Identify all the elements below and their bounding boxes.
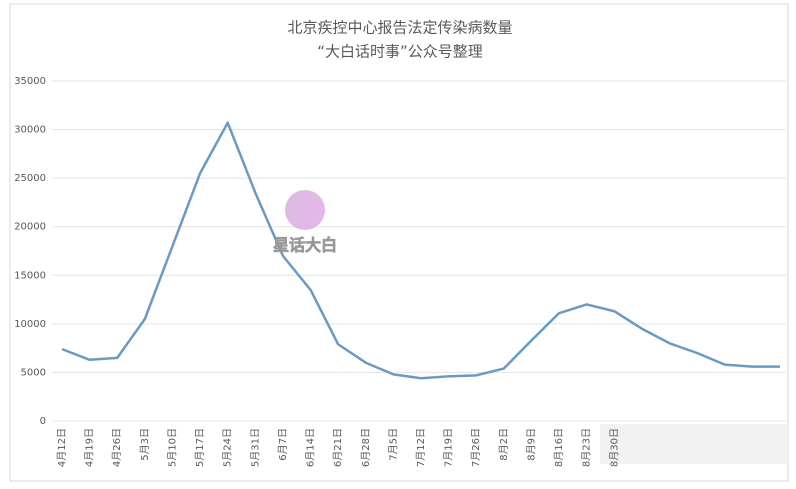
x-tick-label: 7月5日 xyxy=(387,428,399,461)
x-tick-label: 4月26日 xyxy=(111,428,123,467)
x-tick-label: 8月2日 xyxy=(498,428,510,461)
series-line xyxy=(61,121,780,380)
x-tick-label: 4月19日 xyxy=(84,428,96,467)
watermark-logo xyxy=(285,190,325,230)
x-tick-label: 5月24日 xyxy=(222,428,234,467)
y-tick-label: 35000 xyxy=(14,76,46,87)
y-tick-label: 25000 xyxy=(14,173,46,184)
x-tick-label: 6月21日 xyxy=(332,428,344,467)
x-tick-label: 7月19日 xyxy=(443,428,455,467)
x-tick-label: 7月26日 xyxy=(470,428,482,467)
x-tick-label: 7月12日 xyxy=(415,428,427,467)
y-tick-label: 0 xyxy=(40,416,46,427)
y-tick-label: 5000 xyxy=(21,367,46,378)
x-tick-label: 6月7日 xyxy=(277,428,289,461)
chart-border xyxy=(9,3,789,482)
x-tick-label: 8月16日 xyxy=(553,428,565,467)
x-tick-label: 5月10日 xyxy=(166,428,178,467)
x-tick-label: 8月9日 xyxy=(525,428,537,461)
y-tick-label: 10000 xyxy=(14,319,46,330)
x-tick-label: 4月12日 xyxy=(56,428,68,467)
x-tick-label: 5月31日 xyxy=(249,428,261,467)
watermark: 星话大白 xyxy=(273,236,337,255)
x-tick-label: 6月28日 xyxy=(360,428,372,467)
y-tick-label: 30000 xyxy=(14,125,46,136)
y-tick-label: 20000 xyxy=(14,222,46,233)
x-tick-label: 8月30日 xyxy=(608,428,620,467)
x-tick-label: 8月23日 xyxy=(581,428,593,467)
x-tick-label: 5月3日 xyxy=(139,428,151,461)
chart-subtitle: “大白话时事”公众号整理 xyxy=(317,43,483,61)
y-tick-label: 15000 xyxy=(14,270,46,281)
chart-title: 北京疾控中心报告法定传染病数量 xyxy=(287,19,512,37)
overlay xyxy=(600,424,788,464)
x-tick-label: 6月14日 xyxy=(305,428,317,467)
x-tick-label: 5月17日 xyxy=(194,428,206,467)
